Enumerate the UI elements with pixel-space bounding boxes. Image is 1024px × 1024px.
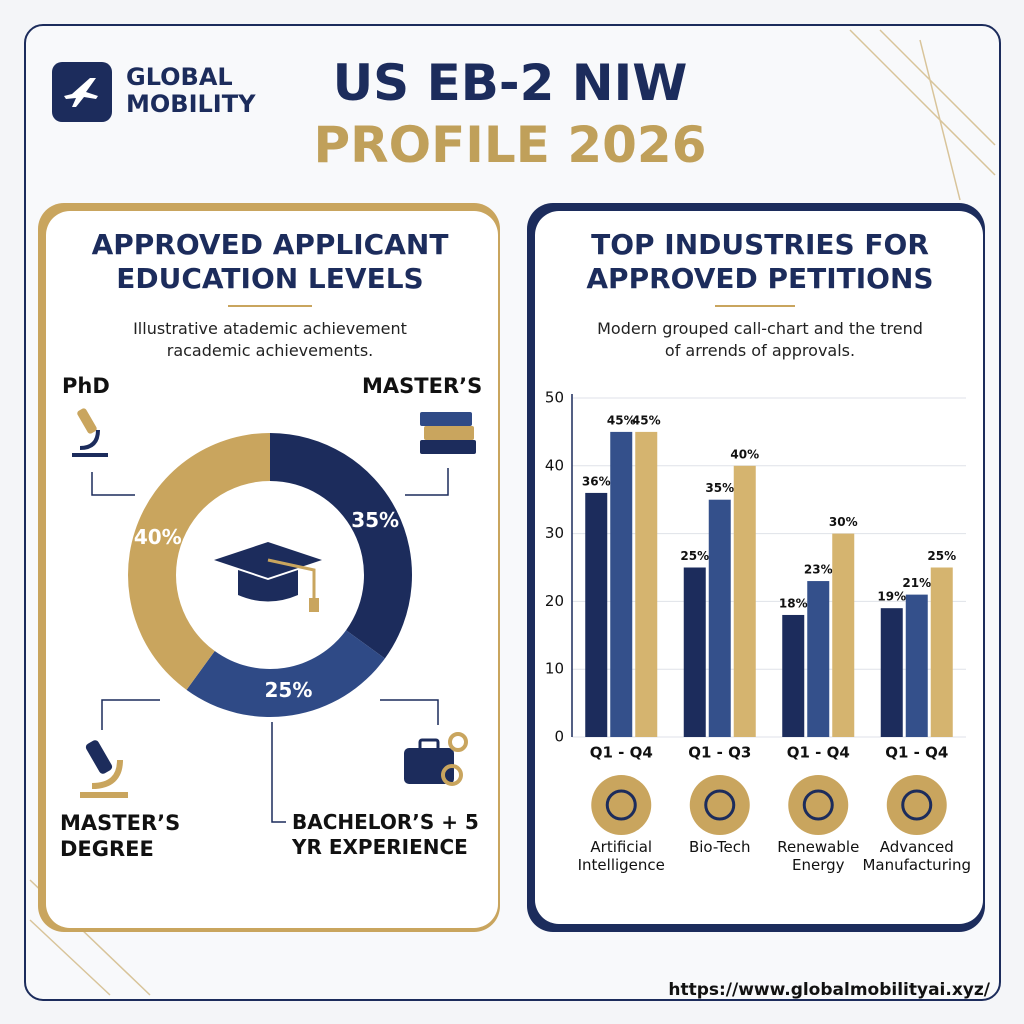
- x-tick-label: Q1 - Q3: [688, 744, 751, 762]
- logo-line: GLOBAL: [126, 63, 233, 91]
- industry-icon-detail: [901, 789, 933, 821]
- value-label: 35%: [351, 508, 399, 532]
- url: https://www.globalmobilityai.xyz/: [668, 980, 990, 1000]
- value-label: 21%: [902, 576, 931, 590]
- value-label: 25%: [680, 549, 709, 563]
- bar: [733, 465, 756, 737]
- industry-label: Advanced Manufacturing: [862, 838, 972, 874]
- annotation: MASTER’S DEGREE: [60, 811, 181, 861]
- donut-segment: [270, 433, 412, 659]
- category-label: MASTER’S: [362, 374, 483, 398]
- x-tick-label: Q1 - Q4: [590, 744, 653, 762]
- y-tick-label: 20: [545, 592, 564, 610]
- chart-subtitle: Modern grouped call-chart and the trend …: [597, 319, 923, 360]
- industry-icon: [886, 775, 947, 835]
- value-label: 25%: [927, 549, 956, 563]
- chart-title: TOP INDUSTRIES FOR APPROVED PETITIONS: [586, 228, 934, 295]
- bar: [585, 492, 608, 737]
- y-tick-label: 10: [545, 660, 564, 678]
- value-label: 45%: [607, 413, 636, 427]
- y-tick-label: 50: [545, 389, 564, 407]
- bar: [880, 608, 903, 737]
- donut-segment: [128, 433, 270, 690]
- value-label: 19%: [877, 590, 906, 604]
- value-label: 40%: [134, 525, 182, 549]
- industry-icon-detail: [605, 789, 637, 821]
- bar: [635, 431, 658, 737]
- title-line: PROFILE 2026: [313, 116, 707, 174]
- microscope-icon: [72, 408, 108, 457]
- bar: [832, 533, 855, 737]
- logo-line: MOBILITY: [126, 90, 256, 118]
- logo-text: GLOBAL MOBILITY: [126, 64, 286, 118]
- industry-label: Renewable Energy: [777, 838, 860, 874]
- donut-segment: [186, 630, 385, 717]
- x-tick-label: Q1 - Q4: [787, 744, 850, 762]
- industry-label: Artificial Intelligence: [577, 838, 665, 874]
- y-tick-label: 0: [554, 728, 564, 746]
- value-label: 40%: [730, 447, 759, 461]
- microscope-icon: [80, 740, 128, 798]
- mortarboard-icon: [214, 542, 322, 612]
- chart-title: APPROVED APPLICANT EDUCATION LEVELS: [91, 228, 449, 295]
- bar: [708, 499, 731, 737]
- bar: [905, 594, 928, 737]
- leader-lines: [91, 468, 449, 823]
- title: US EB-2 NIW PROFILE 2026: [290, 52, 730, 176]
- industry-icon-detail: [704, 789, 736, 821]
- industry-icon: [689, 775, 750, 835]
- industry-icon: [591, 775, 652, 835]
- logo-plane: [64, 78, 98, 107]
- value-label: 30%: [829, 515, 858, 529]
- category-label: BACHELOR’S + 5 YR EXPERIENCE: [292, 810, 479, 859]
- bar-chart: 0 10 20 30 40 50 36% 45%45% Q1 - Q4 25% 35% 40% Q1 -…: [545, 389, 966, 835]
- x-tick-label: Q1 - Q4: [885, 744, 948, 762]
- bar: [930, 567, 953, 737]
- value-label: 23%: [804, 563, 833, 577]
- y-tick-label: 40: [545, 456, 564, 474]
- category-label: PhD: [62, 374, 110, 398]
- industry-icon: [788, 775, 849, 835]
- y-tick-label: 30: [545, 524, 564, 542]
- card: [535, 211, 983, 924]
- value-label: 35%: [705, 481, 734, 495]
- donut: 35% 25% 40%: [128, 433, 412, 717]
- value-label: 36%: [582, 474, 611, 488]
- bar: [610, 431, 633, 737]
- briefcase-icon: [404, 732, 468, 786]
- value-label: 25%: [265, 678, 313, 702]
- books-icon: [420, 412, 476, 454]
- industry-label: Bio-Tech: [688, 838, 751, 856]
- bar: [807, 581, 830, 737]
- title-line: US EB-2 NIW: [332, 54, 688, 112]
- chart-subtitle: Illustrative atademic achievement racade…: [133, 319, 407, 360]
- bar: [683, 567, 706, 737]
- value-label: 45%: [632, 413, 661, 427]
- industry-icon-detail: [802, 789, 834, 821]
- value-label: 18%: [779, 596, 808, 610]
- bar: [782, 614, 805, 737]
